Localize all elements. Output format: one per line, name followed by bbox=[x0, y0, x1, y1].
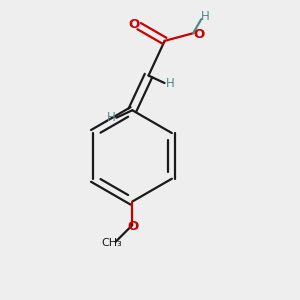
Text: O: O bbox=[128, 18, 140, 31]
Text: H: H bbox=[201, 11, 210, 23]
Text: CH₃: CH₃ bbox=[102, 238, 122, 248]
Text: O: O bbox=[194, 28, 205, 41]
Text: H: H bbox=[165, 76, 174, 89]
Text: O: O bbox=[127, 220, 138, 233]
Text: H: H bbox=[106, 111, 116, 124]
